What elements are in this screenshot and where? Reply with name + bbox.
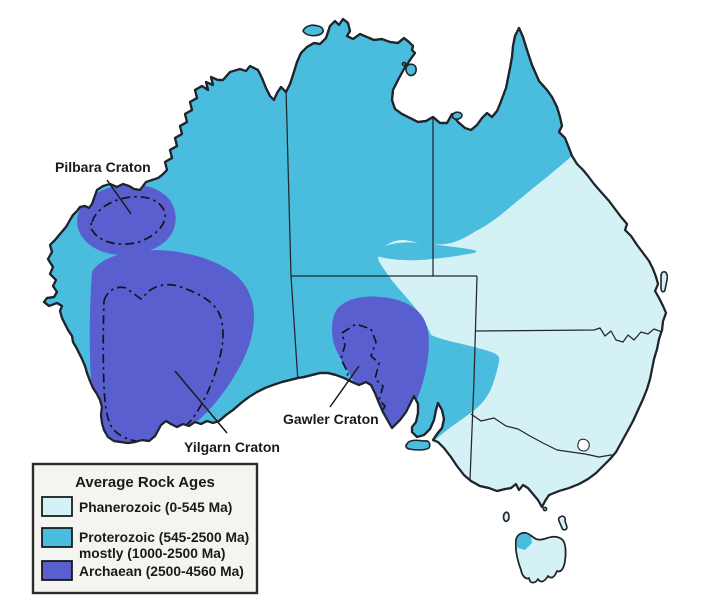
region-archaean-gawler xyxy=(332,296,429,437)
border-sa-east xyxy=(469,275,478,481)
legend-label-archaean: Archaean (2500-4560 Ma) xyxy=(79,564,244,579)
yilgarn-craton-outline xyxy=(102,283,224,443)
melville-island xyxy=(302,24,324,37)
gawler-craton-label: Gawler Craton xyxy=(283,411,379,427)
region-proterozoic-streak xyxy=(372,242,477,261)
nsw-lake xyxy=(577,438,590,452)
legend-swatch-phanerozoic xyxy=(41,496,73,517)
legend-swatch-archaean xyxy=(41,560,73,581)
yilgarn-craton-label: Yilgarn Craton xyxy=(184,439,280,455)
legend-title: Average Rock Ages xyxy=(75,474,215,491)
fraser-island xyxy=(660,271,669,293)
groote-islet-dot xyxy=(401,61,407,67)
legend: Average Rock Ages Phanerozoic (0-545 Ma)… xyxy=(31,462,259,595)
pilbara-craton-label: Pilbara Craton xyxy=(55,159,151,175)
pilbara-craton-outline xyxy=(89,195,167,245)
wilsons-islet xyxy=(542,506,548,512)
yilgarn-leader-line xyxy=(174,370,228,434)
tasmania-outline xyxy=(515,532,567,584)
groote-island xyxy=(405,63,417,77)
region-archaean-pilbara xyxy=(77,184,176,255)
mainland-coastline xyxy=(42,17,668,509)
legend-label-proterozoic-line2: mostly (1000-2500 Ma) xyxy=(79,546,225,561)
king-island xyxy=(502,511,510,523)
border-nsw-vic xyxy=(470,413,619,458)
gawler-leader-line xyxy=(329,365,360,408)
region-archaean-yilgarn xyxy=(89,250,254,448)
kangaroo-island xyxy=(405,439,431,451)
pilbara-leader-line xyxy=(106,179,132,215)
flinders-island xyxy=(557,515,568,531)
mornington-island xyxy=(451,111,463,121)
tasmania-proterozoic-patch xyxy=(516,533,532,550)
border-qld-nsw xyxy=(474,327,663,343)
legend-label-proterozoic: Proterozoic (545-2500 Ma) xyxy=(79,530,249,545)
legend-label-phanerozoic: Phanerozoic (0-545 Ma) xyxy=(79,500,232,515)
legend-swatch-proterozoic xyxy=(41,527,73,548)
